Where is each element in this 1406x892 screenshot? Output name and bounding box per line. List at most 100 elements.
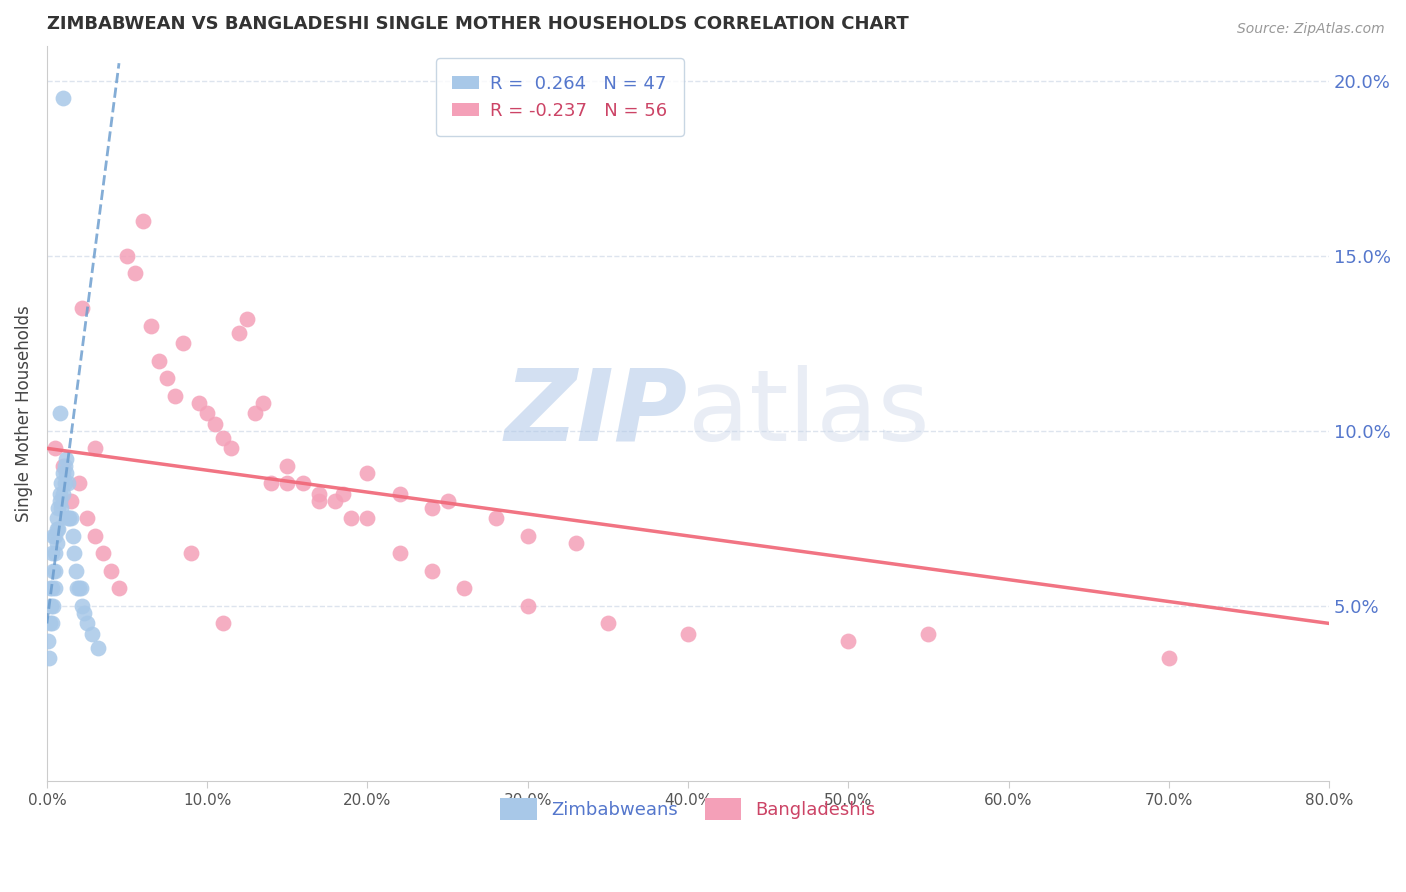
Point: [66, 582, 89, 596]
Point: [100, 564, 122, 578]
Point: [58, 511, 80, 525]
Point: [188, 396, 211, 410]
Point: [70, 599, 93, 613]
Point: [165, 389, 187, 403]
Point: [292, 476, 315, 491]
Point: [62, 529, 84, 543]
Point: [53, 476, 76, 491]
Point: [39, 582, 62, 596]
Point: [420, 564, 443, 578]
Point: [46, 522, 69, 536]
Point: [252, 396, 274, 410]
Point: [115, 249, 138, 263]
Point: [52, 466, 75, 480]
Point: [44, 546, 66, 560]
Point: [59, 494, 82, 508]
Point: [219, 442, 242, 456]
Text: atlas: atlas: [688, 365, 929, 462]
Point: [42, 529, 65, 543]
Point: [228, 326, 250, 340]
Point: [340, 511, 363, 525]
Point: [332, 487, 354, 501]
Point: [516, 529, 538, 543]
Text: ZIMBABWEAN VS BANGLADESHI SINGLE MOTHER HOUSEHOLDS CORRELATION CHART: ZIMBABWEAN VS BANGLADESHI SINGLE MOTHER …: [46, 15, 908, 33]
Point: [325, 494, 347, 508]
Point: [44, 442, 66, 456]
Point: [51, 476, 73, 491]
Point: [91, 546, 114, 560]
Point: [596, 616, 619, 631]
Point: [356, 466, 378, 480]
Point: [42, 599, 65, 613]
Point: [39, 616, 62, 631]
Point: [44, 529, 66, 543]
Y-axis label: Single Mother Households: Single Mother Households: [15, 305, 32, 522]
Point: [56, 476, 79, 491]
Point: [245, 406, 267, 420]
Point: [42, 564, 65, 578]
Point: [69, 582, 91, 596]
Point: [917, 627, 939, 641]
Point: [276, 458, 298, 473]
Point: [76, 511, 98, 525]
Point: [84, 442, 107, 456]
Point: [676, 627, 699, 641]
Point: [276, 476, 298, 491]
Point: [65, 564, 87, 578]
Point: [44, 582, 66, 596]
Point: [180, 546, 202, 560]
Point: [45, 536, 67, 550]
Point: [260, 476, 283, 491]
Point: [48, 494, 70, 508]
Point: [485, 511, 508, 525]
Point: [132, 213, 155, 227]
Point: [172, 336, 194, 351]
Point: [51, 500, 73, 515]
Point: [420, 500, 443, 515]
Point: [156, 371, 179, 385]
Point: [212, 616, 235, 631]
Point: [56, 511, 79, 525]
Point: [67, 476, 90, 491]
Point: [388, 487, 411, 501]
Point: [48, 406, 70, 420]
Text: Source: ZipAtlas.com: Source: ZipAtlas.com: [1237, 22, 1385, 37]
Point: [46, 500, 69, 515]
Point: [38, 651, 60, 665]
Point: [124, 266, 146, 280]
Point: [39, 599, 62, 613]
Point: [76, 616, 98, 631]
Point: [87, 640, 110, 655]
Point: [453, 582, 475, 596]
Point: [148, 353, 170, 368]
Point: [48, 487, 70, 501]
Point: [308, 487, 330, 501]
Point: [516, 599, 538, 613]
Point: [73, 606, 96, 620]
Point: [84, 529, 107, 543]
Text: ZIP: ZIP: [505, 365, 688, 462]
Point: [45, 511, 67, 525]
Point: [53, 458, 76, 473]
Point: [356, 511, 378, 525]
Point: [565, 536, 588, 550]
Point: [436, 494, 458, 508]
Point: [195, 406, 218, 420]
Point: [59, 511, 82, 525]
Point: [308, 494, 330, 508]
Point: [837, 634, 859, 648]
Point: [204, 417, 226, 431]
Point: [41, 546, 63, 560]
Legend: Zimbabweans, Bangladeshis: Zimbabweans, Bangladeshis: [494, 790, 883, 827]
Point: [55, 451, 77, 466]
Point: [63, 546, 86, 560]
Point: [388, 546, 411, 560]
Point: [67, 582, 90, 596]
Point: [44, 564, 66, 578]
Point: [52, 487, 75, 501]
Point: [108, 582, 131, 596]
Point: [45, 522, 67, 536]
Point: [139, 318, 162, 333]
Point: [70, 301, 93, 316]
Point: [41, 616, 63, 631]
